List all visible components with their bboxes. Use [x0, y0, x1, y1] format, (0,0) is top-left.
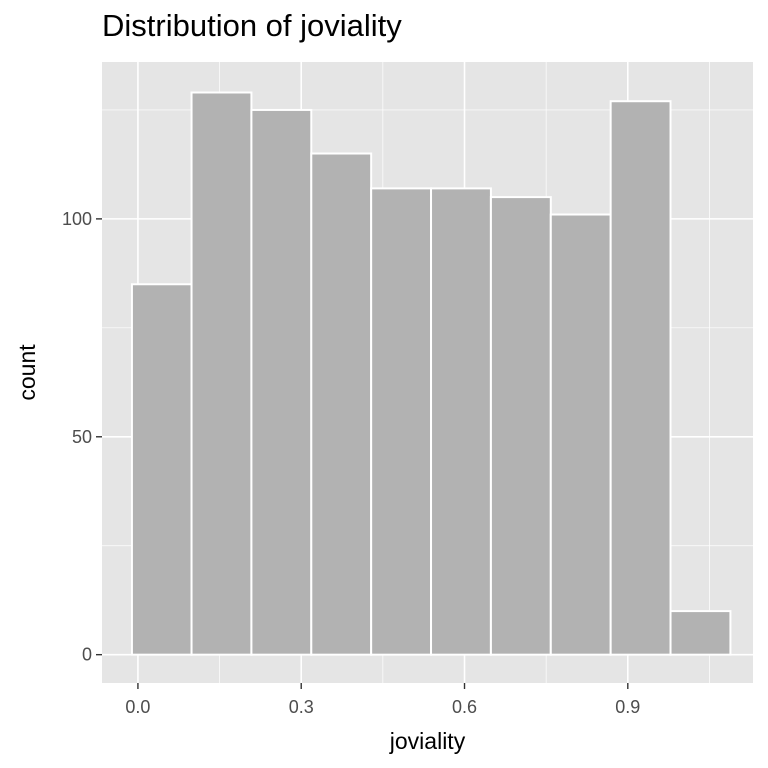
chart-title: Distribution of joviality — [102, 8, 402, 43]
histogram-bar — [190, 91, 253, 656]
y-axis-title: count — [14, 344, 40, 401]
histogram-bar — [609, 100, 672, 656]
histogram-bar — [669, 610, 732, 656]
histogram-bar — [370, 187, 433, 656]
histogram-bar — [250, 108, 313, 656]
x-tick-label: 0.6 — [452, 697, 477, 717]
y-axis: 0 50 100 — [62, 209, 102, 665]
x-tick-label: 0.0 — [125, 697, 150, 717]
x-tick-label: 0.3 — [289, 697, 314, 717]
y-tick-label: 100 — [62, 209, 92, 229]
histogram-bar — [130, 283, 193, 656]
x-tick-label: 0.9 — [615, 697, 640, 717]
histogram-bar — [489, 196, 552, 656]
x-axis-title: joviality — [389, 728, 466, 754]
histogram-bars — [130, 91, 732, 656]
histogram-bar — [430, 187, 492, 656]
y-tick-label: 50 — [72, 427, 92, 447]
y-tick-label: 0 — [82, 645, 92, 665]
histogram-bar — [549, 213, 612, 656]
histogram-bar — [310, 152, 373, 656]
x-axis: 0.0 0.3 0.6 0.9 — [125, 683, 640, 717]
